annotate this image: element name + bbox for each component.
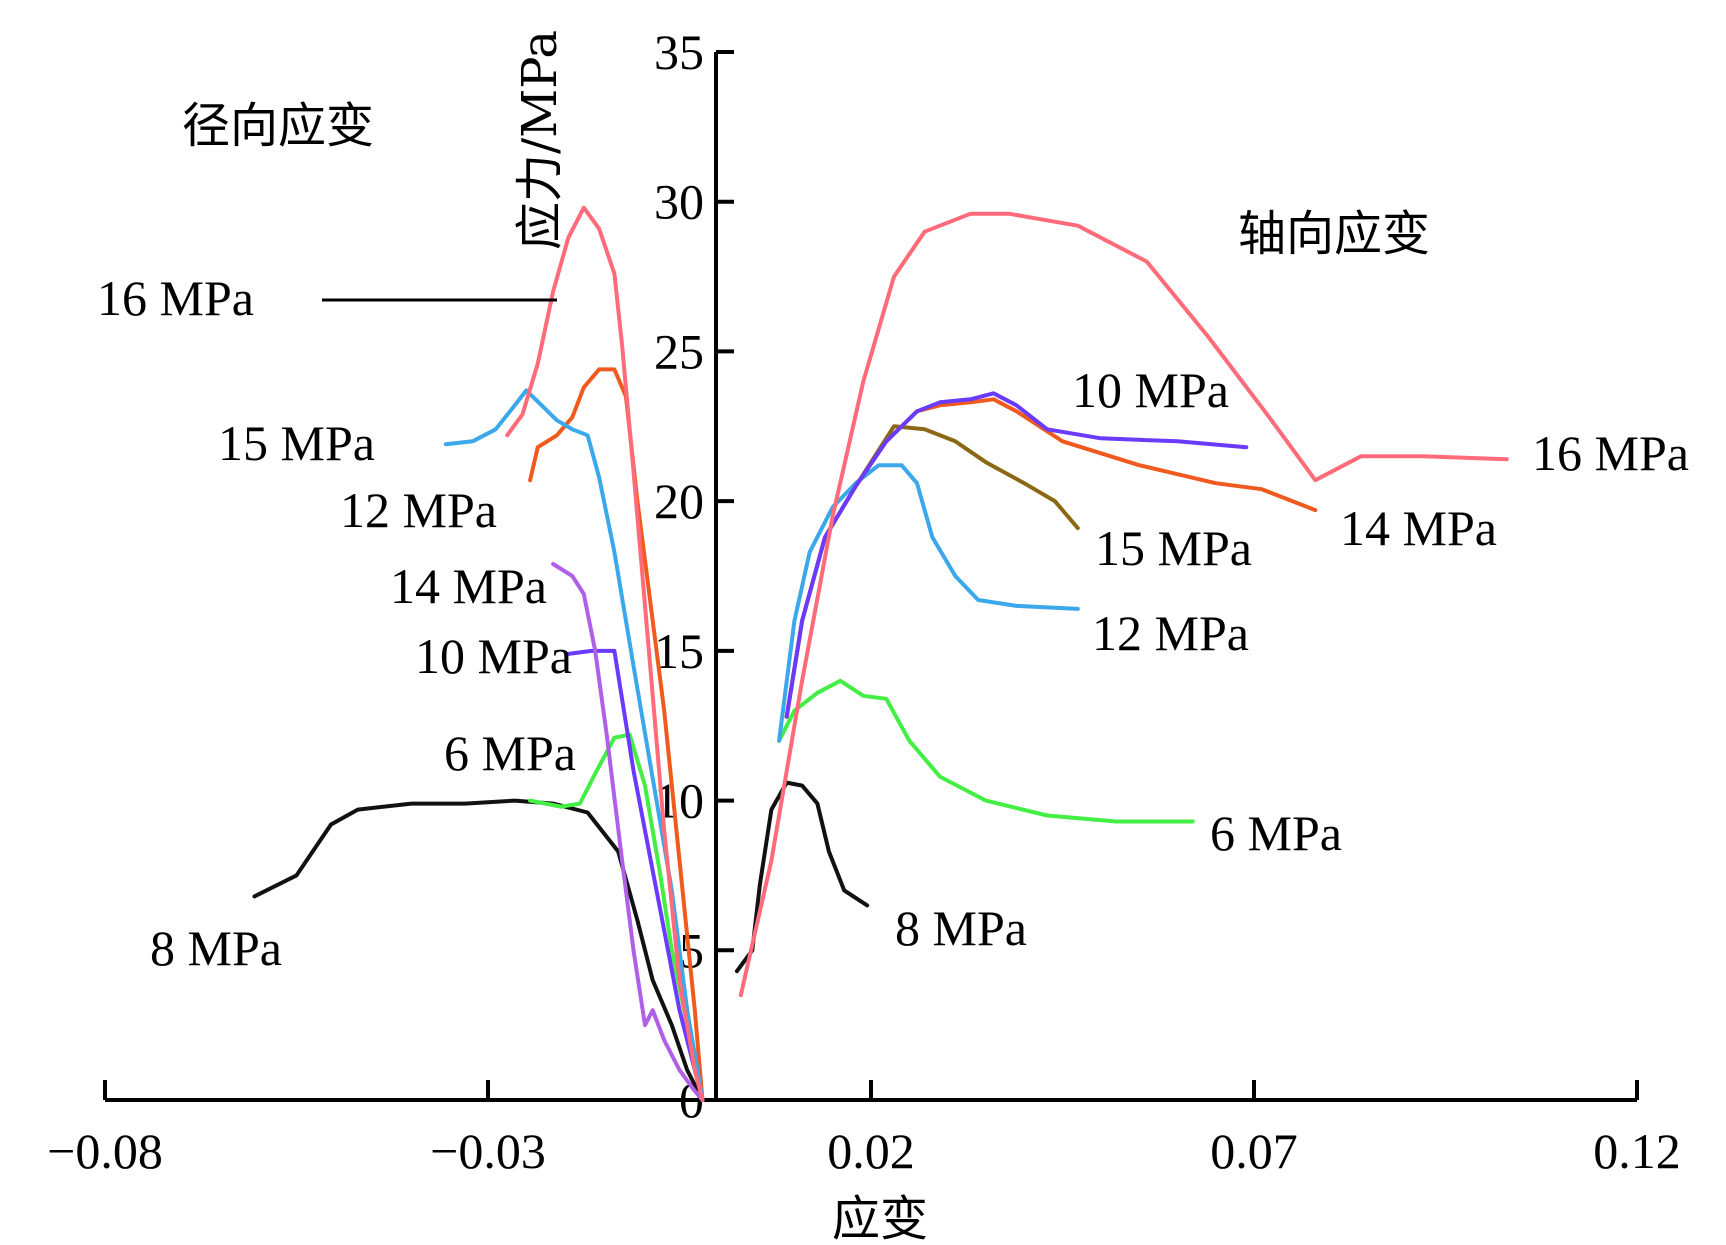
series-label-radial-10mpa: 10 MPa <box>415 628 572 684</box>
series-label-axial-15mpa: 15 MPa <box>1095 520 1252 576</box>
series-label-radial-15mpa: 15 MPa <box>218 415 375 471</box>
series-line-radial-16mpa <box>505 205 705 1102</box>
radial-strain-annotation: 径向应变 <box>182 98 374 154</box>
axial-strain-annotation: 轴向应变 <box>1238 206 1430 262</box>
x-tick-label: 0.02 <box>827 1123 915 1179</box>
series-label-axial-16mpa: 16 MPa <box>1532 425 1689 481</box>
x-tick-label: 0.07 <box>1210 1123 1298 1179</box>
series-line-axial-8mpa <box>734 780 870 974</box>
series-line-radial-14mpa <box>551 562 705 1102</box>
y-tick-label: 25 <box>654 323 704 379</box>
series-label-radial-12mpa: 12 MPa <box>340 482 497 538</box>
series-label-radial-14mpa: 14 MPa <box>390 558 547 614</box>
series-label-radial-16mpa: 16 MPa <box>97 270 254 326</box>
y-tick-label: 35 <box>654 24 704 80</box>
axes-group: −0.08 −0.03 0.02 0.07 0.1205101520253035应变应力… <box>47 24 1681 1245</box>
series-line-axial-16mpa <box>738 211 1509 998</box>
series-label-axial-6mpa: 6 MPa <box>1210 805 1342 861</box>
series-label-axial-10mpa: 10 MPa <box>1072 362 1229 418</box>
series-line-radial-10mpa <box>566 648 705 1102</box>
y-tick-label: 20 <box>654 473 704 529</box>
series-label-axial-8mpa: 8 MPa <box>895 900 1027 956</box>
y-tick-label: 30 <box>654 174 704 230</box>
series-line-axial-6mpa <box>777 678 1195 824</box>
y-tick-label: 15 <box>654 623 704 679</box>
series-group <box>252 205 1509 1102</box>
y-axis-title: 应力/MPa <box>512 30 568 250</box>
series-label-axial-14mpa: 14 MPa <box>1340 500 1497 556</box>
series-label-axial-12mpa: 12 MPa <box>1092 605 1249 661</box>
x-tick-label: 0.12 <box>1593 1123 1681 1179</box>
x-tick-label: −0.03 <box>430 1123 546 1179</box>
x-tick-label: −0.08 <box>47 1123 163 1179</box>
series-line-radial-12mpa <box>528 367 705 1102</box>
series-label-radial-6mpa: 6 MPa <box>444 725 576 781</box>
series-line-axial-15mpa <box>784 424 1080 719</box>
series-line-axial-12mpa <box>777 463 1080 743</box>
series-label-radial-8mpa: 8 MPa <box>150 920 282 976</box>
x-axis-title: 应变 <box>832 1191 928 1245</box>
